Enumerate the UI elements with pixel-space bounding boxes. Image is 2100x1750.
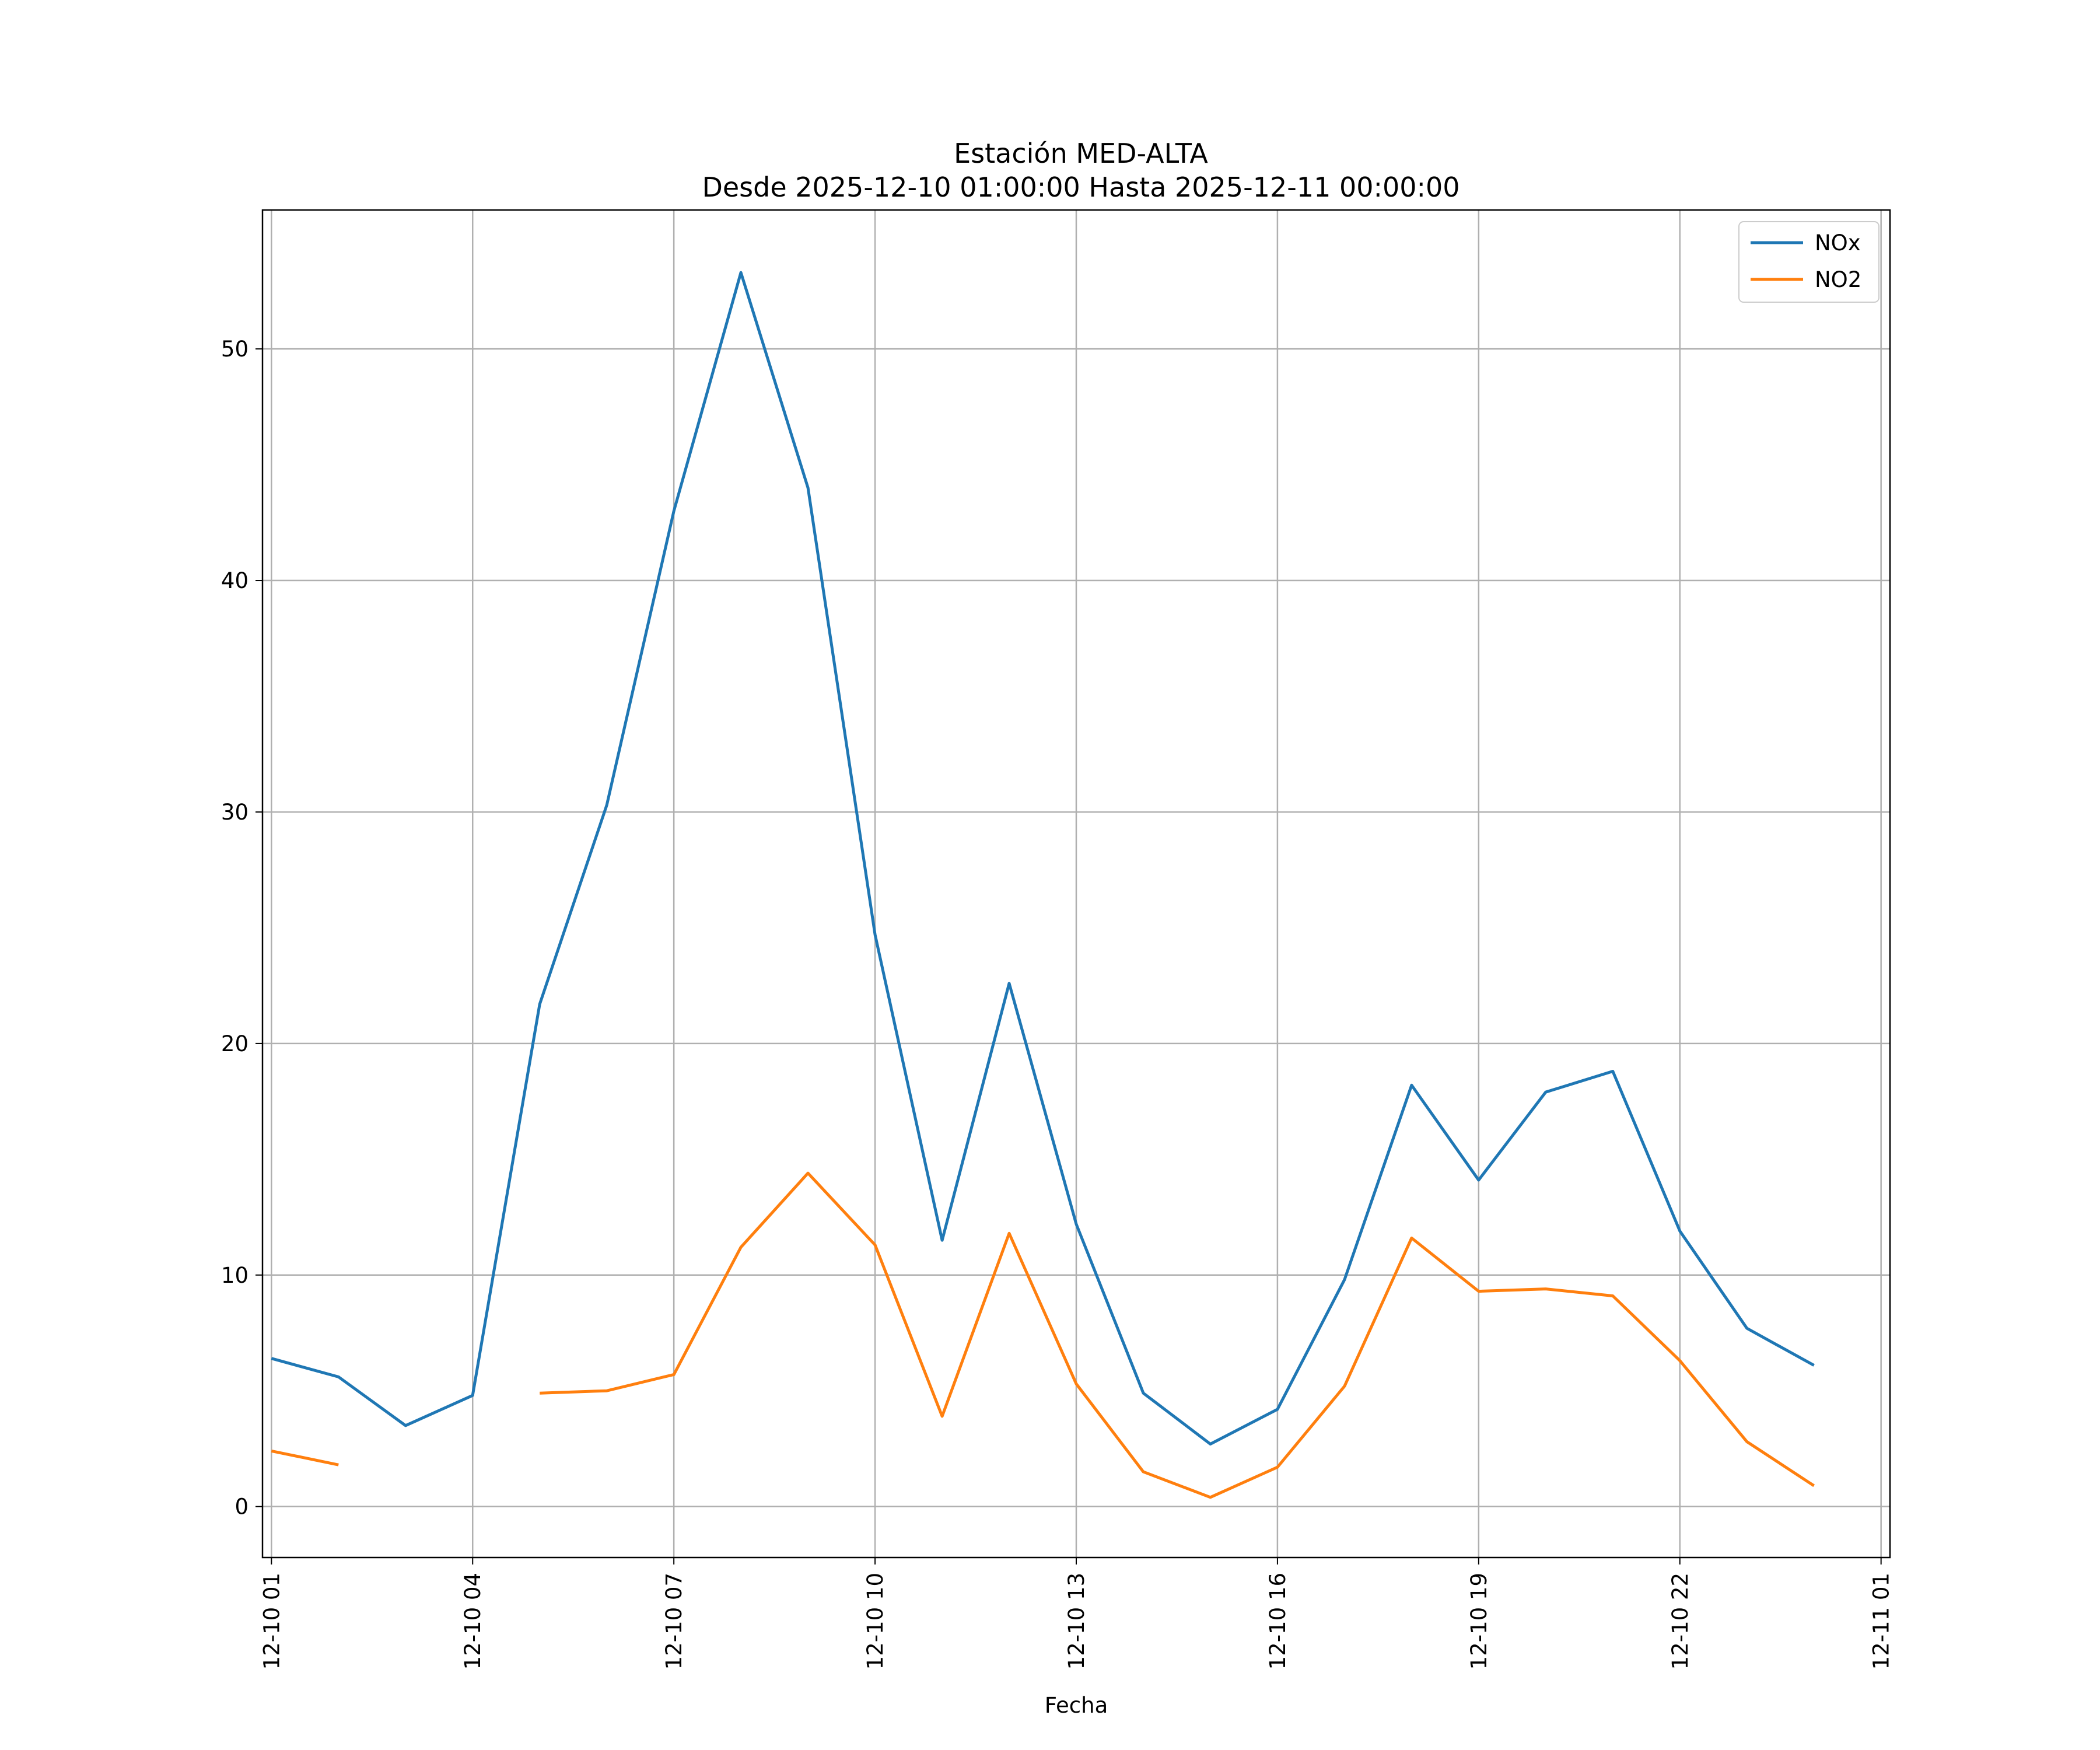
- series-lines: [271, 271, 1815, 1499]
- y-tick-label: 40: [221, 568, 249, 593]
- y-tick-label: 20: [221, 1031, 249, 1056]
- x-tick-label: 12-11 01: [1869, 1573, 1894, 1670]
- x-tick-label: 12-10 16: [1265, 1573, 1290, 1670]
- x-tick-label: 12-10 13: [1064, 1573, 1089, 1670]
- x-tick-label: 12-10 04: [460, 1573, 485, 1670]
- x-tick-label: 12-10 19: [1466, 1573, 1492, 1670]
- legend-label-no2: NO2: [1815, 267, 1861, 292]
- y-axis-ticks: 0 10 20 30 40 50: [221, 337, 262, 1520]
- x-tick-label: 12-10 22: [1668, 1573, 1693, 1670]
- series-line-no2: [540, 1171, 1815, 1499]
- x-axis-label: Fecha: [1045, 1693, 1108, 1718]
- legend: NOx NO2: [1738, 221, 1880, 303]
- x-tick-label: 12-10 07: [662, 1573, 687, 1670]
- y-tick-label: 50: [221, 337, 249, 362]
- x-tick-label: 12-10 10: [863, 1573, 888, 1670]
- y-tick-label: 30: [221, 800, 249, 825]
- series-line-nox: [271, 271, 1815, 1446]
- x-axis-ticks: 12-10 01 12-10 04 12-10 07 12-10 10 12-10 13…: [259, 1558, 1894, 1670]
- gridlines: [262, 210, 1890, 1558]
- chart-subtitle: Desde 2025-12-10 01:00:00 Hasta 2025-12-…: [702, 172, 1460, 203]
- y-tick-label: 0: [235, 1494, 249, 1520]
- y-tick-label: 10: [221, 1263, 249, 1288]
- series-line-no2: [271, 1449, 339, 1466]
- x-tick-label: 12-10 01: [259, 1573, 284, 1670]
- legend-label-nox: NOx: [1815, 230, 1861, 256]
- chart-title: Estación MED-ALTA: [954, 138, 1208, 169]
